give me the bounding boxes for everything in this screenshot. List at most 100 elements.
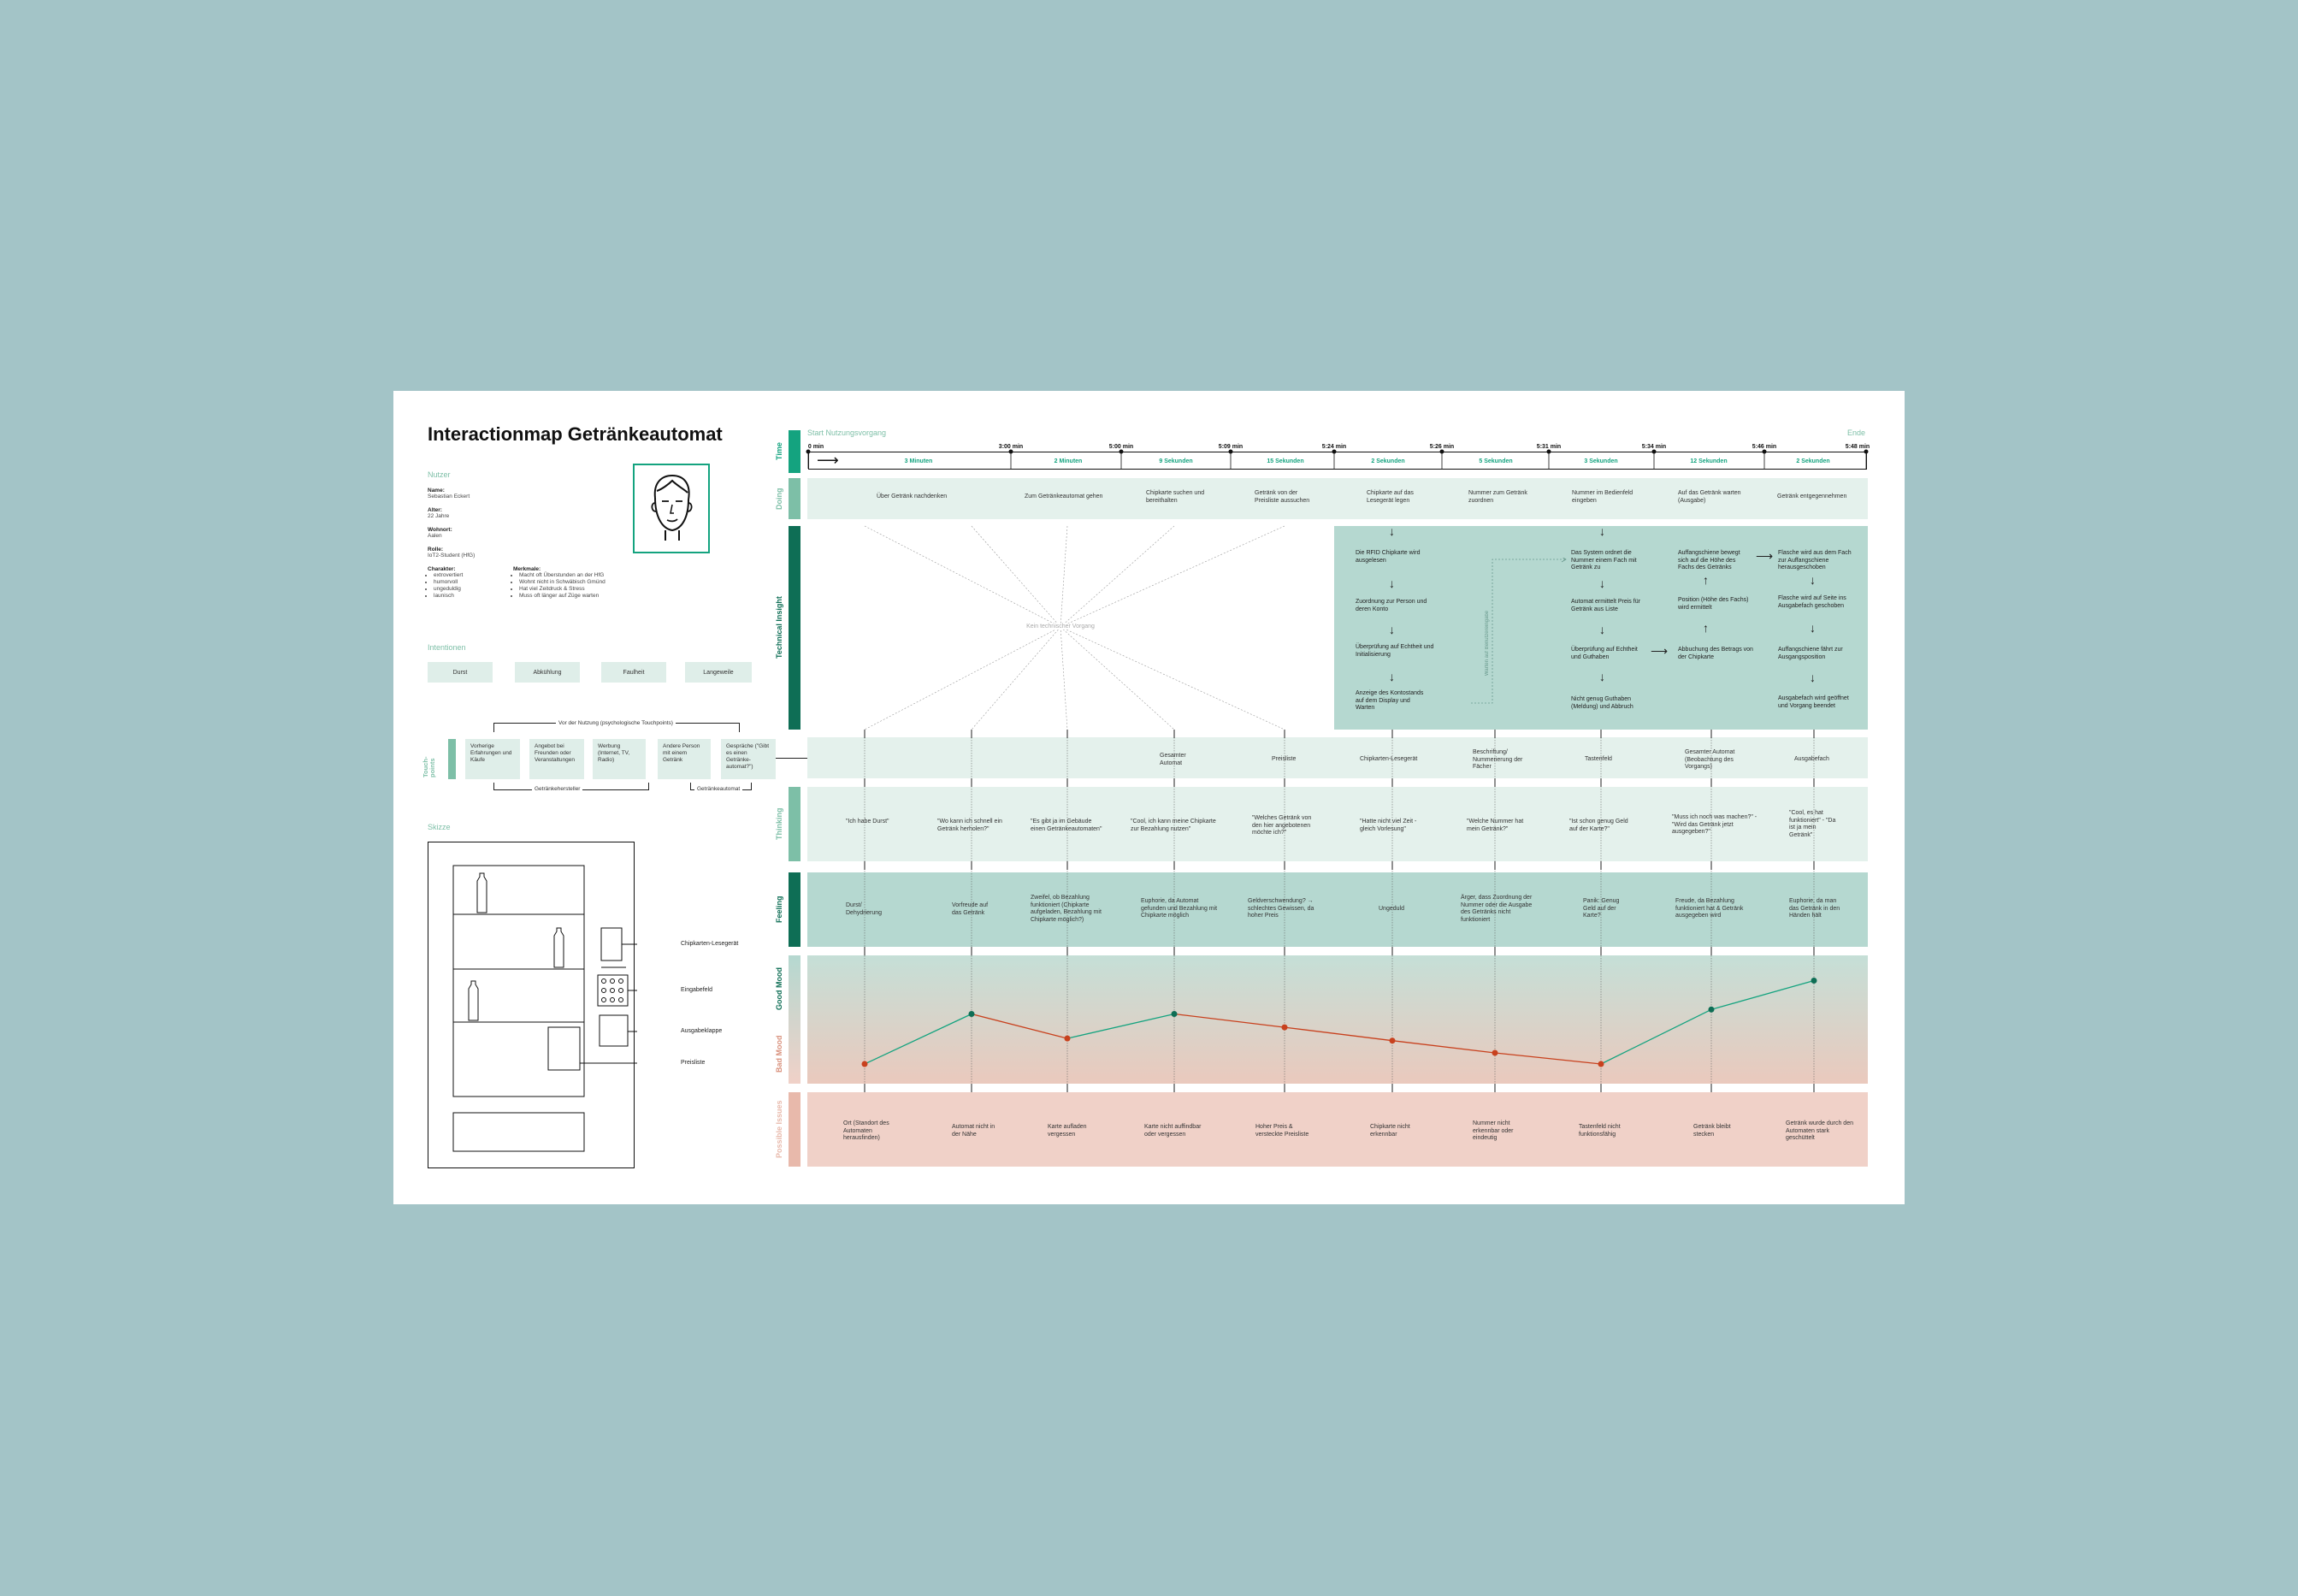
issue-item: Tastenfeld nicht funktionsfähig <box>1579 1124 1621 1138</box>
tech-step: Flasche wird auf Seite ins Ausgabefach g… <box>1778 595 1846 609</box>
time-bar <box>789 430 800 473</box>
timeline-tick-dots <box>806 449 1869 469</box>
duration-label: 2 Sekunden <box>1371 458 1405 464</box>
character-list: extrovertiert humorvoll ungeduldig launi… <box>428 572 496 600</box>
mood-bar <box>789 955 800 1084</box>
right-arrow-icon: ⟶ <box>1756 549 1774 563</box>
tech-step: Überprüfung auf Echtheit und Initialisie… <box>1356 644 1434 658</box>
age-value: 22 Jahre <box>428 513 450 519</box>
tech-step: Überprüfung auf Echtheit und Guthaben <box>1571 647 1638 660</box>
character-item: extrovertiert <box>434 572 496 579</box>
mood-point <box>968 1011 975 1017</box>
role-label: Rolle: <box>428 547 444 553</box>
doing-step: Über Getränk nachdenken <box>877 494 948 499</box>
down-arrow-icon: ↓ <box>1599 524 1605 538</box>
doing-step: Nummer im Bedienfeld eingeben <box>1572 490 1633 504</box>
map-overlay <box>806 449 1869 1092</box>
touchpoint-box: Andere Person mit einem Getränk <box>658 739 711 779</box>
feeling-item: Freude, da Bezahlung funktioniert hat & … <box>1675 898 1744 919</box>
touchpoint-item: Beschriftung/ Nummerierung der Fächer <box>1473 749 1523 770</box>
down-arrow-icon: ↓ <box>1389 524 1395 538</box>
issue-item: Getränk wurde durch den Automaten stark … <box>1786 1120 1853 1141</box>
touchpoint-box: Werbung (Internet, TV, Radio) <box>593 739 646 779</box>
mood-segment <box>1066 1013 1175 1039</box>
bracket-manufacturer-label: Getränkehersteller <box>532 786 583 792</box>
down-arrow-icon: ↓ <box>1810 671 1816 684</box>
time-tick-label: 5:48 min <box>1845 444 1870 450</box>
intention-chip: Abkühlung <box>515 662 580 683</box>
duration-label: 3 Minuten <box>904 458 933 464</box>
thinking-bar <box>789 787 800 861</box>
time-tick-label: 5:00 min <box>1108 444 1134 450</box>
no-process-dashed-line <box>1060 626 1285 730</box>
column-gridlines <box>864 730 1815 1092</box>
no-process-dashed-line <box>1060 626 1175 730</box>
name-label: Name: <box>428 488 445 494</box>
up-arrow-icon: ↑ <box>1703 621 1709 635</box>
duration-label: 9 Sekunden <box>1159 458 1193 464</box>
user-profile: Name: Sebastian Eckert Alter: 22 Jahre W… <box>428 488 616 600</box>
thought-item: "Ist schon genug Geld auf der Karte?" <box>1569 819 1628 832</box>
intentions-section-label: Intentionen <box>428 643 466 652</box>
down-arrow-icon: ↓ <box>1599 670 1605 683</box>
time-tick-label: 5:24 min <box>1321 444 1347 450</box>
no-process-dashed-lines <box>864 525 1285 730</box>
issue-item: Getränk bleibt stecken <box>1693 1124 1731 1138</box>
feeling-item: Ungeduld <box>1379 906 1404 912</box>
tech-step: Nicht genug Guthaben (Meldung) und Abbru… <box>1571 696 1633 710</box>
character-item: humorvoll <box>434 579 496 586</box>
down-arrow-icon: ↓ <box>1810 573 1816 587</box>
doing-bar <box>789 478 800 519</box>
sketch-label-pricelist: Preisliste <box>681 1060 706 1066</box>
sketch-section-label: Skizze <box>428 823 451 831</box>
issue-item: Chipkarte nicht erkennbar <box>1370 1124 1410 1138</box>
mood-segment <box>1600 1008 1712 1065</box>
timeline-left-edge <box>808 452 809 469</box>
character-item: launisch <box>434 593 496 600</box>
timeline-arrow-icon: ⟶ <box>817 452 839 469</box>
touchpoint-item: Chipkarten-Lesegerät <box>1360 756 1418 762</box>
feeling-item: Vorfreude auf das Getränk <box>952 902 989 916</box>
down-arrow-icon: ↓ <box>1389 670 1395 683</box>
feeling-item: Panik: Genug Geld auf der Karte? <box>1583 898 1620 919</box>
user-section-label: Nutzer <box>428 470 451 479</box>
down-arrow-icon: ↓ <box>1810 621 1816 635</box>
feeling-bar <box>789 872 800 947</box>
time-tick-label: 5:46 min <box>1752 444 1777 450</box>
feeling-item: Geldverschwendung? → schlechtes Gewissen… <box>1248 898 1314 919</box>
doing-band <box>807 478 1868 519</box>
trait-item: Wohnt nicht in Schwäbisch Gmünd <box>519 579 606 586</box>
mood-segment <box>971 1013 1068 1039</box>
tech-step: Anzeige des Kontostands auf dem Display … <box>1356 690 1424 711</box>
character-label: Charakter: <box>428 566 456 572</box>
timeline-start-label: Start Nutzungsvorgang <box>807 429 887 437</box>
mood-point <box>1708 1006 1715 1013</box>
tech-step: Zuordnung zur Person und deren Konto <box>1356 599 1427 612</box>
timeline-bottom-line <box>808 469 1867 470</box>
down-arrow-icon: ↓ <box>1389 623 1395 636</box>
tech-step: Flasche wird aus dem Fach zur Auffangsch… <box>1778 550 1852 570</box>
touchpoint-item: Preisliste <box>1272 756 1297 762</box>
intention-chip: Langeweile <box>685 662 752 683</box>
duration-label: 15 Sekunden <box>1267 458 1304 464</box>
no-process-dashed-line <box>971 525 1061 628</box>
person-face-icon <box>651 474 693 541</box>
touchpoints-left-bar <box>448 739 456 779</box>
right-arrow-icon: ⟶ <box>1651 644 1669 658</box>
home-value: Aalen <box>428 533 442 539</box>
doing-step: Chipkarte suchen und bereithalten <box>1146 490 1205 504</box>
feeling-band <box>807 872 1868 947</box>
wait-connector-arrow-icon <box>1471 558 1567 704</box>
mood-point <box>1064 1035 1071 1042</box>
thought-item: "Welche Nummer hat mein Getränk?" <box>1467 819 1524 832</box>
trait-item: Muss oft länger auf Züge warten <box>519 593 606 600</box>
no-process-dashed-line <box>864 525 1061 628</box>
tech-step: Position (Höhe des Fachs) wird ermittelt <box>1678 597 1749 611</box>
mood-segment <box>1173 1013 1285 1028</box>
mood-segment <box>1391 1040 1496 1054</box>
intention-chip: Faulheit <box>601 662 666 683</box>
touchpoint-item: Tastenfeld <box>1585 756 1612 762</box>
timeline-right-edge <box>1866 452 1867 469</box>
feeling-item: Durst/ Dehydrierung <box>846 902 883 916</box>
duration-label: 3 Sekunden <box>1584 458 1618 464</box>
